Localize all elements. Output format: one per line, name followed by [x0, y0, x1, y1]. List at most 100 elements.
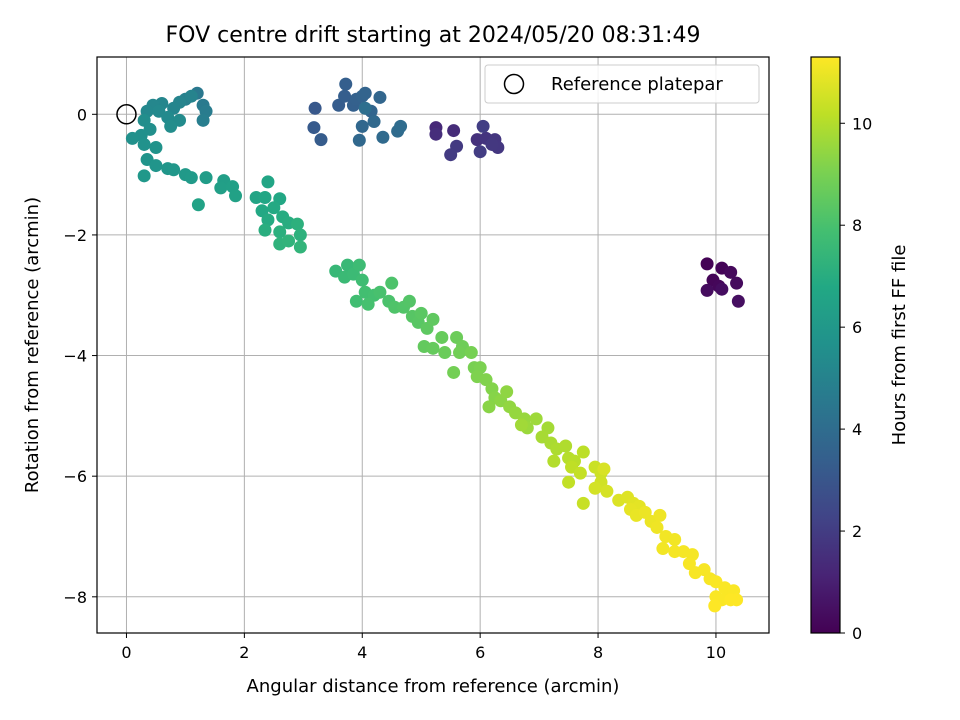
data-point [191, 198, 205, 212]
data-point [600, 484, 614, 498]
data-point [282, 234, 296, 248]
data-point [373, 90, 387, 104]
colorbar-gradient [810, 56, 841, 634]
data-point [426, 312, 440, 326]
data-point [656, 542, 670, 556]
x-tick-label: 0 [121, 643, 131, 662]
data-point [293, 240, 307, 254]
data-point [394, 119, 408, 133]
data-point [376, 130, 390, 144]
reference-platepar-marker [116, 104, 137, 125]
plot-frame [96, 56, 770, 634]
y-tick-label: −2 [63, 226, 87, 245]
data-point [668, 533, 682, 547]
data-point [731, 294, 745, 308]
data-point [435, 330, 449, 344]
data-point [514, 418, 528, 432]
data-point [700, 283, 714, 297]
data-point [307, 121, 321, 135]
x-tick-label: 2 [239, 643, 249, 662]
colorbar-tick-label: 4 [852, 420, 862, 439]
colorbar-tick-label: 0 [852, 624, 862, 643]
data-points [125, 77, 745, 613]
data-point [730, 276, 744, 290]
data-point [125, 131, 139, 145]
x-tick-label: 10 [706, 643, 726, 662]
chart-title: FOV centre drift starting at 2024/05/20 … [166, 23, 701, 48]
data-point [653, 508, 667, 522]
legend: Reference platepar [484, 64, 760, 104]
x-tick-label: 6 [475, 643, 485, 662]
x-axis-ticks: 0 2 4 6 8 10 [121, 633, 726, 662]
data-point [349, 294, 363, 308]
y-axis-label: Rotation from reference (arcmin) [22, 197, 43, 493]
data-point [473, 145, 487, 159]
data-point [414, 306, 428, 320]
data-point [339, 77, 353, 91]
data-point [559, 439, 573, 453]
data-point [547, 454, 561, 468]
data-point [149, 159, 163, 173]
data-point [444, 148, 458, 162]
y-axis-ticks: 0 −2 −4 −6 −8 [63, 105, 97, 607]
data-point [402, 294, 416, 308]
data-point [476, 119, 490, 133]
data-point [137, 169, 151, 183]
data-point [352, 258, 366, 272]
data-point [597, 462, 611, 476]
data-point [355, 273, 369, 287]
y-tick-label: −8 [63, 588, 87, 607]
data-point [724, 265, 738, 279]
data-point [361, 297, 375, 311]
data-point [724, 593, 738, 607]
data-point [261, 213, 275, 227]
data-point [367, 115, 381, 129]
colorbar-tick-label: 10 [852, 114, 872, 133]
data-point [184, 89, 198, 103]
x-axis-label: Angular distance from reference (arcmin) [247, 676, 620, 697]
data-point [700, 257, 714, 271]
data-point [464, 346, 478, 360]
data-point [708, 599, 722, 613]
data-point [355, 119, 369, 133]
data-point [290, 217, 304, 231]
data-point [562, 475, 576, 489]
data-point [149, 140, 163, 154]
data-point [447, 365, 461, 379]
data-point [358, 101, 372, 115]
colorbar-tick-label: 2 [852, 522, 862, 541]
data-point [650, 520, 664, 534]
data-point [485, 137, 499, 151]
data-point [137, 137, 151, 151]
data-point [267, 201, 281, 215]
data-point [258, 191, 272, 205]
x-tick-label: 4 [357, 643, 367, 662]
data-point [429, 127, 443, 141]
data-point [576, 445, 590, 459]
data-point [273, 225, 287, 239]
data-point [438, 346, 452, 360]
data-point [500, 385, 514, 399]
data-point [258, 223, 272, 237]
legend-marker-reference [503, 73, 525, 95]
data-point [184, 171, 198, 185]
data-point [164, 119, 178, 133]
y-tick-label: 0 [77, 105, 87, 124]
data-point [358, 86, 372, 100]
data-point [352, 133, 366, 147]
data-point [314, 133, 328, 147]
legend-frame [484, 64, 760, 104]
data-point [573, 466, 587, 480]
data-point [196, 113, 210, 127]
data-point [447, 124, 461, 138]
y-tick-label: −4 [63, 347, 87, 366]
y-tick-label: −6 [63, 467, 87, 486]
data-point [214, 181, 228, 195]
data-point [529, 412, 543, 426]
legend-label-reference: Reference platepar [551, 74, 723, 95]
data-point [715, 282, 729, 296]
colorbar-tick-label: 6 [852, 318, 862, 337]
data-point [576, 496, 590, 510]
data-point [453, 346, 467, 360]
data-point [373, 285, 387, 299]
